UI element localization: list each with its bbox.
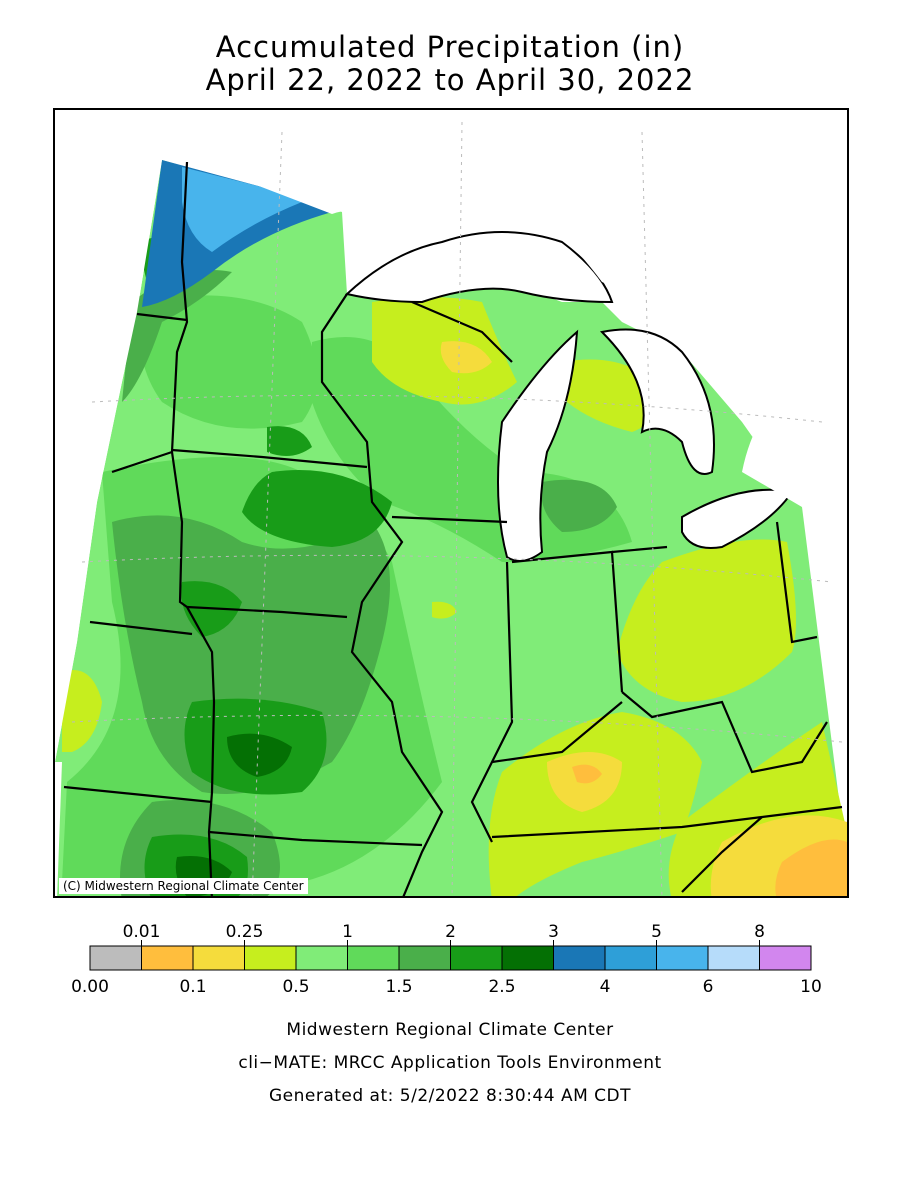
- precip-zone-green: [267, 426, 312, 456]
- legend-swatch: [553, 945, 606, 971]
- copyright-label: (C) Midwestern Regional Climate Center: [59, 878, 308, 894]
- precip-zone-yellow: [440, 341, 492, 374]
- legend-swatch: [656, 945, 709, 971]
- legend-tick-label-lower: 2.5: [488, 977, 516, 997]
- footer-organization: Midwestern Regional Climate Center: [286, 1020, 614, 1040]
- legend-tick-label-lower: 4: [599, 977, 611, 997]
- southern-corner: [55, 762, 62, 896]
- precip-zone-dark: [541, 479, 617, 532]
- precipitation-map: (C) Midwestern Regional Climate Center: [53, 108, 849, 898]
- legend-tick-label-lower: 0.5: [282, 977, 310, 997]
- legend-tick-label-lower: 0.1: [179, 977, 207, 997]
- state-borders: [63, 161, 843, 896]
- canada-region: [207, 110, 847, 510]
- legend-tick-label-upper: 1: [342, 922, 353, 942]
- legend-swatch: [450, 945, 503, 971]
- legend-tick-label-upper: 2: [445, 922, 456, 942]
- precip-zone-green: [242, 470, 392, 547]
- precip-zone-yellowgreen: [432, 601, 457, 619]
- legend-tick-label-lower: 0.00: [71, 977, 109, 997]
- lake-superior: [344, 231, 614, 304]
- precip-zone-darkest: [227, 733, 292, 777]
- legend-tick-label-upper: 0.25: [225, 922, 264, 942]
- precip-zone-yellowgreen: [617, 539, 796, 702]
- footer-generated-at: Generated at: 5/2/2022 8:30:44 AM CDT: [268, 1086, 632, 1106]
- legend-tick-label-lower: 6: [702, 977, 714, 997]
- legend-tick-label-upper: 8: [754, 922, 765, 942]
- legend-swatch: [759, 945, 812, 971]
- precip-zone-orange: [572, 764, 602, 784]
- map-date-range: April 22, 2022 to April 30, 2022: [205, 63, 695, 97]
- lake-michigan: [497, 329, 579, 562]
- lake-huron: [599, 328, 715, 475]
- footer-application: cli−MATE: MRCC Application Tools Environ…: [238, 1053, 662, 1073]
- legend-swatch: [244, 945, 297, 971]
- legend-swatch: [604, 945, 657, 971]
- legend-tick-label-upper: 3: [548, 922, 559, 942]
- map-title: Accumulated Precipitation (in): [215, 30, 685, 64]
- legend-tick-label-upper: 0.01: [122, 922, 161, 942]
- legend-swatch: [501, 945, 554, 971]
- legend-swatch: [347, 945, 400, 971]
- legend-tick-label-lower: 1.5: [385, 977, 413, 997]
- legend-swatch: [192, 945, 245, 971]
- precip-zone-blue: [182, 167, 302, 252]
- legend-tick-label-upper: 5: [651, 922, 662, 942]
- precip-zone-orange: [775, 839, 847, 896]
- precip-zone-yellowgreen: [62, 670, 102, 752]
- legend-swatch: [295, 945, 348, 971]
- legend-swatch: [398, 945, 451, 971]
- canada-region: [55, 110, 162, 762]
- legend-tick-label-lower: 10: [800, 977, 822, 997]
- legend-swatch: [89, 945, 142, 971]
- graticule: [71, 121, 843, 896]
- legend-swatch: [707, 945, 760, 971]
- precip-zone-yellowgreen: [562, 359, 655, 432]
- legend-swatch: [141, 945, 194, 971]
- lake-erie: [681, 488, 794, 549]
